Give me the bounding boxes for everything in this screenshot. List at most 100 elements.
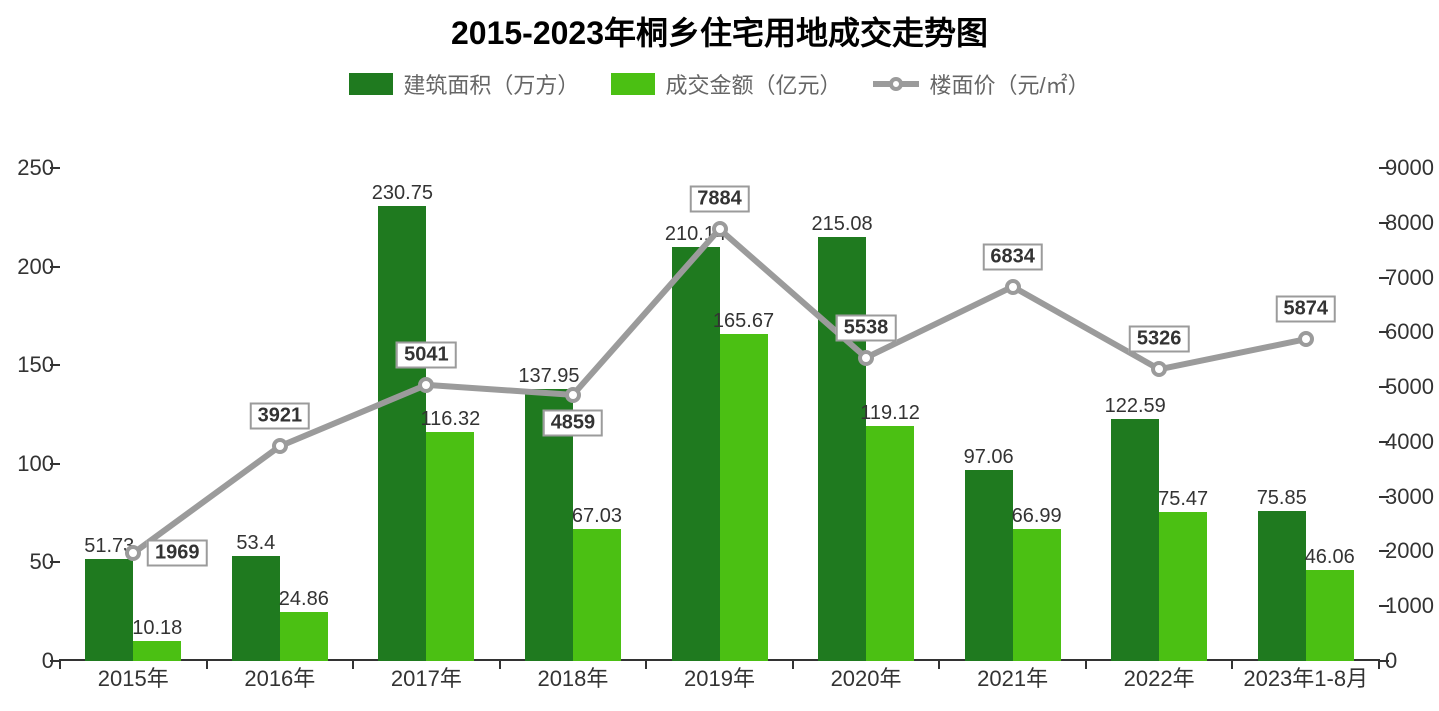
bar-series1-value-label: 97.06 bbox=[964, 446, 1014, 469]
x-category-label: 2018年 bbox=[537, 661, 608, 693]
y-left-tick-mark bbox=[50, 561, 60, 563]
legend-label-bar2: 成交金额（亿元） bbox=[665, 68, 841, 100]
bar-series1 bbox=[85, 559, 133, 661]
x-category-tick bbox=[645, 659, 647, 669]
bar-series2-value-label: 67.03 bbox=[572, 505, 622, 528]
bar-series1-value-label: 137.95 bbox=[518, 365, 579, 388]
bar-series2 bbox=[1159, 512, 1207, 661]
legend-item-bar1: 建筑面积（万方） bbox=[349, 68, 579, 100]
chart-title: 2015-2023年桐乡住宅用地成交走势图 bbox=[0, 0, 1439, 54]
x-category-label: 2016年 bbox=[244, 661, 315, 693]
bar-series1 bbox=[965, 470, 1013, 661]
y-left-tick-mark bbox=[50, 364, 60, 366]
y-right-tick-mark bbox=[1379, 605, 1389, 607]
line-value-label: 7884 bbox=[689, 186, 750, 213]
line-value-label: 3921 bbox=[250, 403, 311, 430]
bar-series2 bbox=[1306, 570, 1354, 661]
line-marker bbox=[125, 545, 141, 561]
legend: 建筑面积（万方） 成交金额（亿元） 楼面价（元/㎡） bbox=[0, 68, 1439, 100]
line-value-label: 6834 bbox=[982, 243, 1043, 270]
legend-swatch-bar1-icon bbox=[349, 73, 393, 95]
legend-swatch-line-icon bbox=[873, 75, 919, 93]
line-value-label: 5874 bbox=[1275, 296, 1336, 323]
x-category-tick bbox=[1085, 659, 1087, 669]
y-right-tick-label: 7000 bbox=[1385, 265, 1439, 291]
y-left-tick-label: 100 bbox=[4, 451, 54, 477]
bar-series1 bbox=[672, 247, 720, 661]
y-right-tick-label: 0 bbox=[1385, 648, 1439, 674]
bar-series2 bbox=[866, 426, 914, 661]
x-category-label: 2015年 bbox=[98, 661, 169, 693]
line-value-label: 5041 bbox=[396, 341, 457, 368]
bar-series1 bbox=[1258, 511, 1306, 661]
y-left-tick-mark bbox=[50, 266, 60, 268]
line-value-label: 5326 bbox=[1129, 326, 1190, 353]
bar-series2-value-label: 66.99 bbox=[1012, 505, 1062, 528]
bar-series1 bbox=[818, 237, 866, 661]
line-marker bbox=[1298, 331, 1314, 347]
y-right-tick-label: 6000 bbox=[1385, 319, 1439, 345]
bar-series2-value-label: 165.67 bbox=[713, 310, 774, 333]
line-marker bbox=[418, 377, 434, 393]
x-category-tick bbox=[1231, 659, 1233, 669]
y-right-tick-mark bbox=[1379, 550, 1389, 552]
bar-series2-value-label: 116.32 bbox=[421, 408, 481, 431]
bar-series1-value-label: 215.08 bbox=[811, 213, 872, 236]
y-right-tick-mark bbox=[1379, 386, 1389, 388]
x-category-label: 2020年 bbox=[831, 661, 902, 693]
y-left-tick-mark bbox=[50, 167, 60, 169]
bar-series1 bbox=[378, 206, 426, 661]
y-right-tick-label: 2000 bbox=[1385, 538, 1439, 564]
line-marker bbox=[565, 387, 581, 403]
line-value-label: 5538 bbox=[836, 314, 897, 341]
bar-series2 bbox=[720, 334, 768, 661]
bar-series1 bbox=[1111, 419, 1159, 661]
legend-label-bar1: 建筑面积（万方） bbox=[403, 68, 579, 100]
bar-series1-value-label: 75.85 bbox=[1257, 487, 1307, 510]
bar-series1-value-label: 122.59 bbox=[1105, 395, 1166, 418]
bar-series2 bbox=[1013, 529, 1061, 661]
bar-series2-value-label: 119.12 bbox=[860, 402, 920, 425]
bar-series2 bbox=[133, 641, 181, 661]
line-marker bbox=[712, 221, 728, 237]
bar-series1 bbox=[232, 556, 280, 661]
bar-series1-value-label: 53.4 bbox=[236, 532, 275, 555]
y-right-tick-label: 4000 bbox=[1385, 429, 1439, 455]
x-category-tick bbox=[1378, 659, 1380, 669]
legend-item-bar2: 成交金额（亿元） bbox=[611, 68, 841, 100]
legend-item-line: 楼面价（元/㎡） bbox=[873, 68, 1089, 100]
y-left-tick-label: 200 bbox=[4, 254, 54, 280]
line-marker bbox=[1151, 361, 1167, 377]
bar-series2 bbox=[573, 529, 621, 661]
y-right-tick-mark bbox=[1379, 167, 1389, 169]
x-category-label: 2022年 bbox=[1124, 661, 1195, 693]
line-marker bbox=[1005, 279, 1021, 295]
y-right-tick-label: 5000 bbox=[1385, 374, 1439, 400]
bar-series2 bbox=[426, 432, 474, 661]
y-right-tick-label: 8000 bbox=[1385, 210, 1439, 236]
x-category-tick bbox=[352, 659, 354, 669]
x-category-label: 2021年 bbox=[977, 661, 1048, 693]
line-marker bbox=[858, 350, 874, 366]
y-left-tick-label: 150 bbox=[4, 352, 54, 378]
x-category-tick bbox=[792, 659, 794, 669]
plot-area: 0501001502002500100020003000400050006000… bbox=[60, 168, 1379, 661]
bar-series2 bbox=[280, 612, 328, 661]
bar-series2-value-label: 46.06 bbox=[1305, 546, 1355, 569]
x-category-tick bbox=[206, 659, 208, 669]
x-category-tick bbox=[938, 659, 940, 669]
x-category-tick bbox=[59, 659, 61, 669]
y-left-tick-label: 50 bbox=[4, 549, 54, 575]
y-right-tick-label: 3000 bbox=[1385, 484, 1439, 510]
line-value-label: 4859 bbox=[543, 409, 604, 436]
y-left-tick-label: 0 bbox=[4, 648, 54, 674]
legend-swatch-bar2-icon bbox=[611, 73, 655, 95]
legend-label-line: 楼面价（元/㎡） bbox=[929, 68, 1089, 100]
y-right-tick-mark bbox=[1379, 660, 1389, 662]
y-right-tick-mark bbox=[1379, 496, 1389, 498]
line-marker bbox=[272, 438, 288, 454]
y-right-tick-mark bbox=[1379, 277, 1389, 279]
bar-series1-value-label: 230.75 bbox=[372, 182, 433, 205]
x-category-label: 2023年1-8月 bbox=[1243, 661, 1368, 693]
line-value-label: 1969 bbox=[147, 540, 208, 567]
